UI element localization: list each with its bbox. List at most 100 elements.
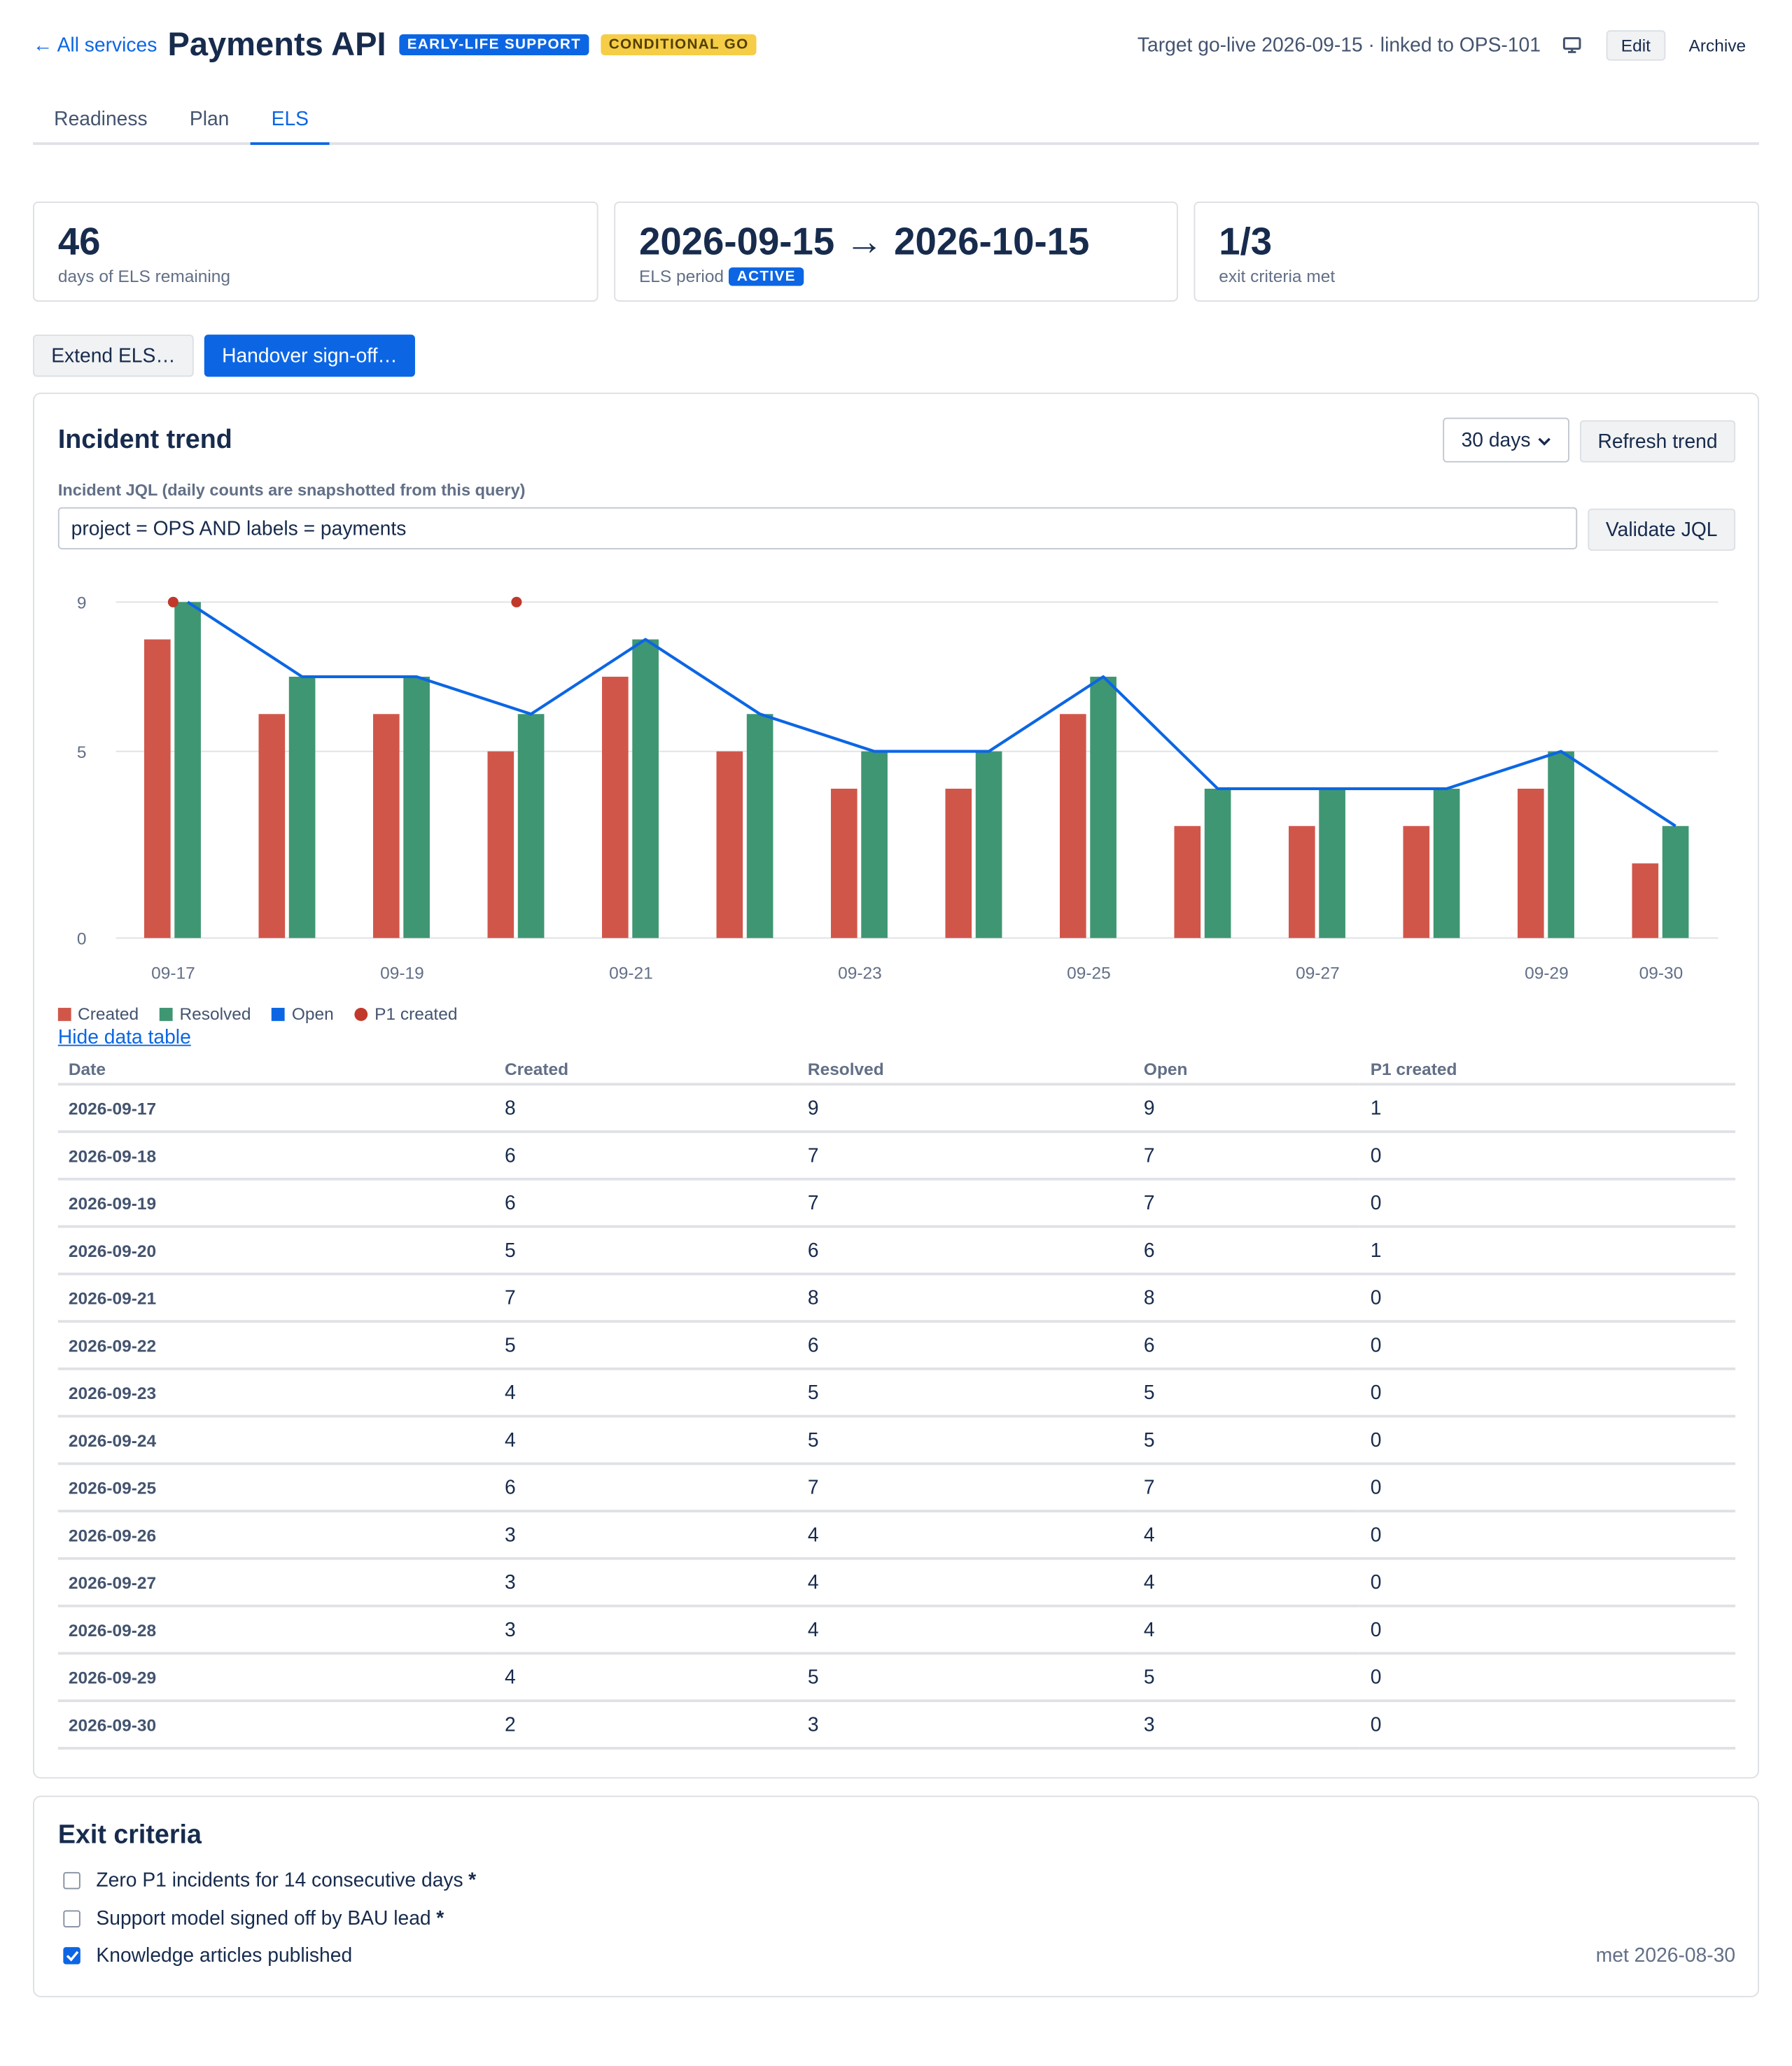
- back-link[interactable]: ← All services: [33, 34, 158, 57]
- edit-button[interactable]: Edit: [1606, 29, 1665, 60]
- table-cell: 8: [797, 1274, 1133, 1323]
- jql-input[interactable]: [57, 507, 1578, 549]
- bar-created: [144, 639, 171, 939]
- x-tick-label: 09-30: [1639, 964, 1684, 983]
- range-select[interactable]: 30 days: [1443, 417, 1569, 463]
- stat-label: exit criteria met: [1219, 266, 1336, 286]
- bar-created: [487, 751, 514, 939]
- legend-swatch: [272, 1007, 286, 1020]
- x-tick-label: 09-17: [151, 964, 195, 983]
- refresh-trend-button[interactable]: Refresh trend: [1579, 420, 1736, 463]
- criterion-checkbox[interactable]: [63, 1871, 80, 1890]
- table-cell: 3: [493, 1558, 797, 1608]
- criterion-checkbox[interactable]: [63, 1910, 80, 1927]
- date-cell: 2026-09-27: [57, 1558, 494, 1608]
- hide-data-table-link[interactable]: Hide data table: [57, 1026, 191, 1049]
- date-cell: 2026-09-19: [57, 1179, 494, 1228]
- table-row: 2026-09-30 2 3 3 0: [57, 1701, 1736, 1750]
- date-cell: 2026-09-22: [57, 1321, 494, 1370]
- extend-els-button[interactable]: Extend ELS…: [33, 335, 194, 377]
- legend-item-p1-created: P1 created: [354, 1004, 458, 1024]
- table-cell: 9: [1133, 1084, 1360, 1133]
- stat-card-els-period: 2026-09-15 → 2026-10-15 ELS period ACTIV…: [614, 202, 1178, 302]
- table-cell: 0: [1359, 1179, 1736, 1228]
- bar-resolved: [861, 751, 888, 939]
- bar-resolved: [1662, 826, 1689, 939]
- table-cell: 4: [493, 1416, 797, 1466]
- point-p1-created: [167, 596, 178, 607]
- table-row: 2026-09-19 6 7 7 0: [57, 1179, 1736, 1228]
- table-cell: 5: [797, 1416, 1133, 1466]
- bar-resolved: [632, 639, 659, 939]
- date-cell: 2026-09-26: [57, 1511, 494, 1560]
- chevron-down-icon: [1538, 429, 1551, 451]
- table-row: 2026-09-18 6 7 7 0: [57, 1131, 1736, 1181]
- x-tick-label: 09-23: [838, 964, 882, 983]
- tab-bar: Readiness Plan ELS: [33, 95, 1760, 146]
- incident-trend-panel: Incident trend 30 days Refresh trend Inc…: [33, 392, 1760, 1779]
- criterion-checkbox[interactable]: [63, 1947, 80, 1965]
- bar-resolved: [1433, 788, 1460, 939]
- tab-els[interactable]: ELS: [250, 95, 330, 146]
- table-cell: 4: [1133, 1511, 1360, 1560]
- legend-label: Created: [78, 1004, 139, 1024]
- legend-item-open: Open: [272, 1004, 334, 1024]
- bar-created: [830, 788, 858, 939]
- x-tick-label: 09-21: [609, 964, 653, 983]
- legend-item-created: Created: [57, 1004, 139, 1024]
- tab-readiness[interactable]: Readiness: [54, 108, 148, 131]
- bar-resolved: [1319, 788, 1345, 939]
- trend-data-table: Date Created Resolved Open P1 created 20…: [57, 1053, 1736, 1750]
- table-row: 2026-09-17 8 9 9 1: [57, 1084, 1736, 1133]
- bar-resolved: [403, 676, 430, 939]
- table-cell: 9: [797, 1084, 1133, 1133]
- tab-plan[interactable]: Plan: [189, 108, 230, 131]
- table-row: 2026-09-29 4 5 5 0: [57, 1653, 1736, 1703]
- bar-created: [372, 714, 400, 939]
- table-cell: 4: [797, 1605, 1133, 1655]
- archive-button[interactable]: Archive: [1676, 31, 1759, 59]
- checkmark-icon: [65, 1951, 78, 1962]
- monitor-icon[interactable]: [1562, 34, 1583, 55]
- table-cell: 6: [1133, 1226, 1360, 1276]
- y-tick-label: 0: [77, 930, 87, 949]
- decision-badge: CONDITIONAL GO: [601, 34, 757, 56]
- stat-card-days-remaining: 46 days of ELS remaining: [33, 202, 598, 302]
- table-row: 2026-09-25 6 7 7 0: [57, 1463, 1736, 1512]
- table-cell: 0: [1359, 1605, 1736, 1655]
- stat-label-row: ELS period ACTIVE: [639, 266, 1153, 286]
- table-cell: 7: [1133, 1131, 1360, 1181]
- legend-label: Resolved: [179, 1004, 251, 1024]
- active-badge: ACTIVE: [729, 267, 804, 286]
- table-cell: 7: [797, 1179, 1133, 1228]
- table-cell: 0: [1359, 1274, 1736, 1323]
- bar-resolved: [1090, 676, 1116, 939]
- x-tick-label: 09-29: [1525, 964, 1569, 983]
- table-cell: 6: [493, 1463, 797, 1512]
- page-title: Payments API: [167, 25, 386, 63]
- column-header: P1 created: [1359, 1053, 1736, 1086]
- section-title: Exit criteria: [57, 1820, 202, 1850]
- table-cell: 0: [1359, 1558, 1736, 1608]
- y-tick-label: 9: [77, 594, 87, 613]
- bar-resolved: [517, 714, 545, 939]
- bar-resolved: [1548, 751, 1574, 939]
- handover-signoff-button[interactable]: Handover sign-off…: [204, 335, 415, 377]
- date-cell: 2026-09-21: [57, 1274, 494, 1323]
- stat-value: 2026-09-15 → 2026-10-15: [638, 221, 1090, 264]
- table-cell: 4: [797, 1511, 1133, 1560]
- legend-label: P1 created: [374, 1004, 458, 1024]
- y-tick-label: 5: [77, 743, 87, 762]
- table-cell: 6: [1133, 1321, 1360, 1370]
- table-cell: 4: [493, 1368, 797, 1418]
- table-cell: 4: [1133, 1558, 1360, 1608]
- criterion-label: Zero P1 incidents for 14 consecutive day…: [96, 1869, 463, 1892]
- bar-created: [1632, 863, 1659, 939]
- validate-jql-button[interactable]: Validate JQL: [1588, 508, 1736, 551]
- table-cell: 0: [1359, 1321, 1736, 1370]
- date-cell: 2026-09-28: [57, 1605, 494, 1655]
- table-cell: 6: [493, 1131, 797, 1181]
- table-cell: 0: [1359, 1368, 1736, 1418]
- exit-criteria-panel: Exit criteria Zero P1 incidents for 14 c…: [33, 1795, 1760, 1997]
- bar-resolved: [1204, 788, 1231, 939]
